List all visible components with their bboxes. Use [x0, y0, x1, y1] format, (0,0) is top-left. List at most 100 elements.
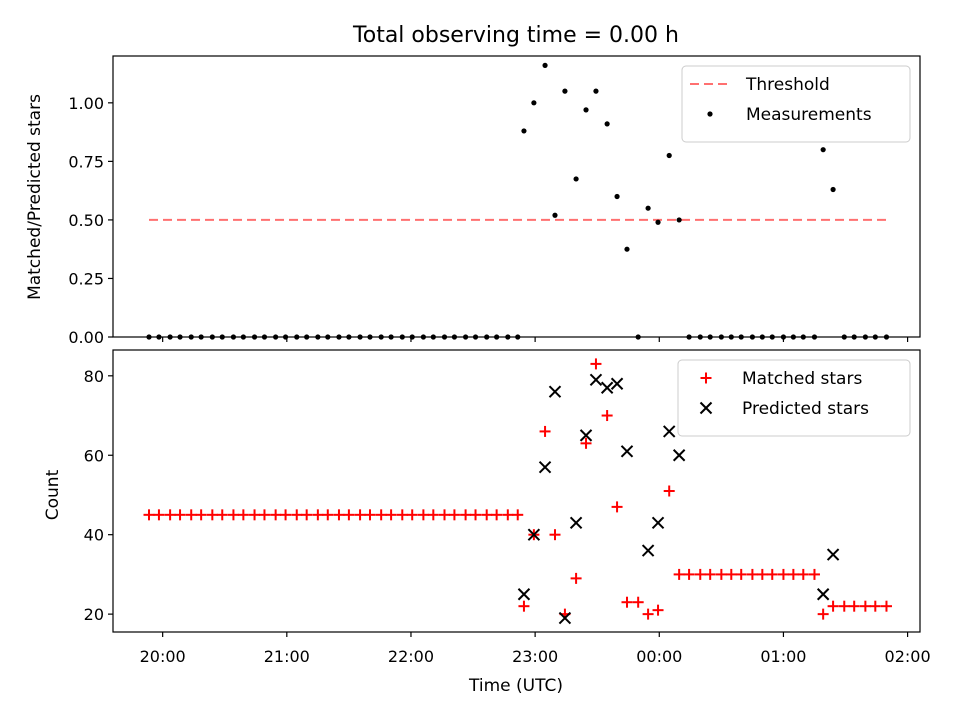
- chart-title: Total observing time = 0.00 h: [352, 23, 679, 48]
- data-point: [448, 509, 460, 521]
- data-point: [614, 193, 620, 200]
- data-point: [859, 600, 871, 612]
- data-point: [280, 509, 292, 521]
- bottom-series-predicted-stars: [517, 373, 840, 625]
- y-tick-label: 0.75: [68, 152, 104, 171]
- data-point: [838, 600, 850, 612]
- data-point: [354, 509, 366, 521]
- data-point: [312, 509, 324, 521]
- data-point: [880, 600, 892, 612]
- data-point: [573, 176, 579, 182]
- data-point: [143, 509, 155, 521]
- x-tick-label: 21:00: [264, 647, 310, 666]
- legend-key: [707, 111, 713, 117]
- x-tick-label: 01:00: [760, 647, 806, 666]
- data-point: [621, 596, 633, 608]
- data-point: [527, 528, 541, 541]
- data-point: [548, 385, 562, 398]
- data-point: [481, 509, 493, 521]
- data-point: [517, 588, 531, 601]
- x-tick-label: 00:00: [636, 647, 682, 666]
- data-point: [491, 509, 503, 521]
- data-point: [396, 509, 408, 521]
- data-point: [715, 568, 727, 580]
- x-tick-label: 23:00: [512, 647, 558, 666]
- y-tick-label: 0.00: [68, 328, 104, 347]
- data-point: [270, 509, 282, 521]
- data-point: [552, 212, 558, 218]
- data-point: [735, 568, 747, 580]
- data-point: [512, 509, 524, 521]
- legend-box: [681, 65, 911, 143]
- x-axis-label: Time (UTC): [468, 676, 563, 696]
- data-point: [610, 377, 624, 390]
- legend-key: [699, 401, 713, 415]
- data-point: [258, 509, 270, 521]
- data-point: [826, 548, 840, 561]
- data-point: [676, 217, 682, 223]
- data-point: [375, 509, 387, 521]
- data-point: [558, 611, 572, 625]
- data-point: [651, 516, 665, 529]
- data-point: [301, 509, 313, 521]
- data-point: [406, 509, 418, 521]
- data-point: [746, 568, 758, 580]
- y-tick-label: 40: [84, 526, 104, 545]
- data-point: [579, 429, 593, 442]
- y-tick-label: 0.25: [68, 269, 104, 288]
- data-point: [601, 410, 613, 422]
- data-point: [848, 600, 860, 612]
- data-point: [583, 107, 589, 113]
- top-legend: Threshold Measurements: [681, 65, 911, 143]
- data-point: [808, 568, 820, 580]
- bottom-y-axis-label: Count: [43, 469, 63, 520]
- data-point: [816, 588, 830, 601]
- data-point: [632, 596, 644, 608]
- data-point: [787, 568, 799, 580]
- data-point: [655, 219, 661, 225]
- data-point: [725, 568, 737, 580]
- data-point: [827, 600, 839, 612]
- legend-label: Matched stars: [742, 369, 862, 389]
- data-point: [611, 501, 623, 513]
- legend-key: [700, 372, 712, 384]
- x-tick-label: 20:00: [140, 647, 186, 666]
- x-tick-label: 02:00: [885, 647, 931, 666]
- bottom-legend: Matched stars Predicted stars: [677, 359, 911, 437]
- data-point: [364, 509, 376, 521]
- data-point: [593, 88, 599, 94]
- data-point: [502, 509, 514, 521]
- data-point: [663, 485, 675, 497]
- data-point: [766, 568, 778, 580]
- data-point: [518, 600, 530, 612]
- legend-label: Predicted stars: [742, 399, 869, 419]
- data-point: [460, 509, 472, 521]
- data-point: [322, 509, 334, 521]
- bottom-panel: 20 40 60 80 20:00 21:00 22:00 23:00 00:00 01:00 02…: [84, 349, 931, 666]
- data-point: [549, 529, 561, 541]
- data-point: [164, 509, 176, 521]
- data-point: [562, 88, 568, 94]
- data-point: [604, 121, 610, 127]
- data-point: [438, 509, 450, 521]
- x-tick-label: 22:00: [388, 647, 434, 666]
- data-point: [333, 509, 345, 521]
- data-point: [645, 205, 651, 211]
- y-tick-label: 1.00: [68, 94, 104, 113]
- data-point: [642, 608, 654, 620]
- data-point: [216, 509, 228, 521]
- data-point: [470, 509, 482, 521]
- data-point: [531, 100, 537, 106]
- data-point: [869, 600, 881, 612]
- data-point: [427, 509, 439, 521]
- data-point: [539, 425, 551, 437]
- top-y-axis-label: Matched/Predicted stars: [25, 94, 45, 300]
- data-point: [820, 147, 826, 153]
- data-point: [694, 568, 706, 580]
- data-point: [343, 509, 355, 521]
- data-point: [417, 509, 429, 521]
- data-point: [195, 509, 207, 521]
- data-point: [797, 568, 809, 580]
- data-point: [291, 509, 303, 521]
- data-point: [756, 568, 768, 580]
